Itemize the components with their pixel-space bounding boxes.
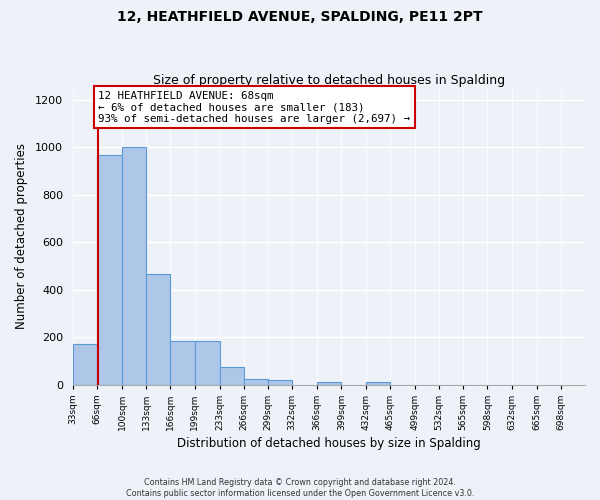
Text: 12, HEATHFIELD AVENUE, SPALDING, PE11 2PT: 12, HEATHFIELD AVENUE, SPALDING, PE11 2P… [117, 10, 483, 24]
Bar [317, 382, 341, 384]
Bar [97, 154, 122, 384]
Bar [365, 382, 390, 384]
Y-axis label: Number of detached properties: Number of detached properties [15, 144, 28, 330]
Title: Size of property relative to detached houses in Spalding: Size of property relative to detached ho… [153, 74, 505, 87]
Text: 12 HEATHFIELD AVENUE: 68sqm
← 6% of detached houses are smaller (183)
93% of sem: 12 HEATHFIELD AVENUE: 68sqm ← 6% of deta… [98, 90, 410, 124]
Bar [220, 367, 244, 384]
Bar [244, 378, 268, 384]
Text: Contains HM Land Registry data © Crown copyright and database right 2024.
Contai: Contains HM Land Registry data © Crown c… [126, 478, 474, 498]
Bar [146, 274, 170, 384]
Bar [73, 344, 97, 385]
Bar [268, 380, 292, 384]
Bar [170, 341, 194, 384]
Bar [194, 341, 220, 384]
Bar [122, 148, 146, 384]
X-axis label: Distribution of detached houses by size in Spalding: Distribution of detached houses by size … [177, 437, 481, 450]
